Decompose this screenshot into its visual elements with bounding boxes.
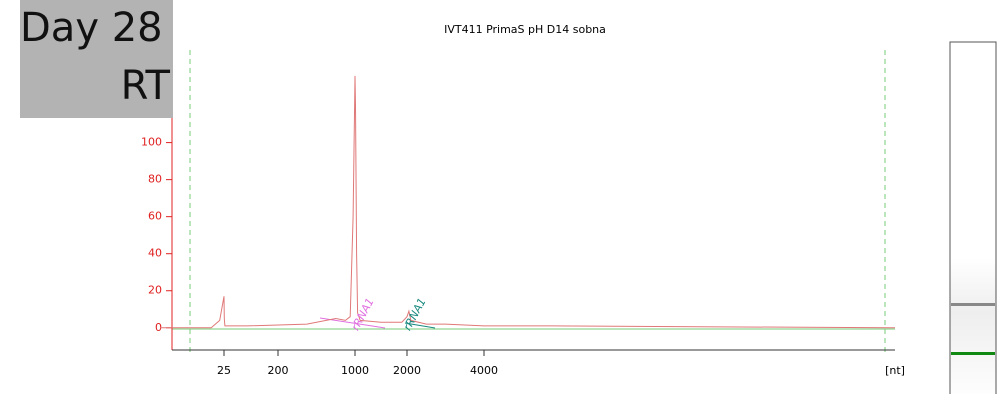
x-axis-label: [nt]: [885, 364, 905, 377]
annotation: rRNA1: [401, 296, 429, 333]
chart: IVT411 PrimaS pH D14 sobna [nt] Day 28 R…: [0, 0, 1006, 394]
x-tick-label: 200: [268, 364, 289, 377]
gel-lane: [950, 42, 996, 394]
trace: [160, 76, 895, 328]
x-tick-label: 25: [217, 364, 231, 377]
overlay-text: RT: [121, 63, 171, 109]
x-tick-label: 1000: [341, 364, 369, 377]
annotation: rRNA1: [349, 296, 377, 333]
x-tick-label: 2000: [393, 364, 421, 377]
y-tick-label: 20: [148, 284, 162, 297]
chart-title: IVT411 PrimaS pH D14 sobna: [444, 23, 606, 36]
y-tick-label: 60: [148, 210, 162, 223]
overlay-text: Day 28: [20, 5, 163, 51]
gel-band: [951, 352, 995, 355]
x-tick-label: 4000: [470, 364, 498, 377]
y-tick-label: 80: [148, 173, 162, 186]
y-tick-label: 0: [155, 321, 162, 334]
y-tick-label: 100: [141, 136, 162, 149]
gel-band: [951, 303, 995, 306]
y-tick-label: 40: [148, 247, 162, 260]
